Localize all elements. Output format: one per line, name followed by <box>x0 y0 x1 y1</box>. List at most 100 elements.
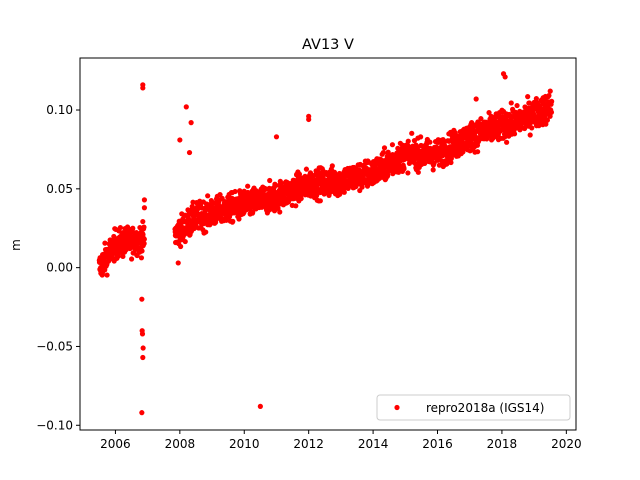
data-point <box>182 238 188 245</box>
data-point <box>140 218 146 225</box>
data-point <box>430 167 436 173</box>
y-tick-label: 0.00 <box>46 261 73 275</box>
data-point <box>514 102 520 109</box>
data-point <box>418 134 424 140</box>
y-tick-label: −0.10 <box>36 418 73 432</box>
data-point <box>544 117 551 123</box>
data-point-outlier <box>141 197 148 203</box>
data-point <box>296 171 303 177</box>
data-point <box>267 177 273 184</box>
y-tick-label: −0.05 <box>36 339 73 353</box>
axes: 2006 2008 2010 2012 2014 2016 2018 2020 −0.10 −0.… <box>36 57 582 451</box>
data-point <box>427 139 433 145</box>
data-point <box>293 203 299 209</box>
legend-box <box>376 394 571 421</box>
data-point-outlier <box>451 132 457 138</box>
data-point <box>329 163 335 169</box>
data-point <box>117 224 123 231</box>
data-point <box>385 172 391 178</box>
data-point <box>141 224 147 230</box>
data-point <box>511 131 518 137</box>
data-point <box>250 209 256 215</box>
data-point <box>549 98 555 104</box>
data-point <box>502 134 508 140</box>
data-point-outlier <box>389 142 396 148</box>
data-point-outlier <box>139 410 145 416</box>
data-point <box>484 136 490 142</box>
data-point-outlier <box>140 354 146 361</box>
data-point <box>141 236 147 242</box>
data-point <box>341 189 347 195</box>
x-tick-label: 2012 <box>293 437 324 451</box>
data-point-outlier <box>140 85 146 91</box>
x-tick-label: 2008 <box>165 437 196 451</box>
data-point-outlier <box>139 331 146 337</box>
data-marks <box>96 71 555 416</box>
data-point <box>547 113 553 119</box>
data-point-outlier <box>139 296 145 302</box>
data-point <box>115 253 121 259</box>
data-point <box>508 100 514 106</box>
data-point <box>285 199 292 205</box>
data-point <box>527 132 533 138</box>
data-point <box>245 183 251 189</box>
data-point-outlier <box>273 134 280 140</box>
data-point-outlier <box>547 88 553 94</box>
data-point-outlier <box>473 96 479 102</box>
data-point <box>277 209 283 215</box>
data-point-outlier <box>175 260 181 266</box>
data-point <box>525 94 531 100</box>
data-point <box>529 125 535 131</box>
data-point <box>543 121 549 127</box>
x-tick-label: 2020 <box>551 437 582 451</box>
data-point <box>469 119 475 126</box>
data-point-outlier <box>140 345 146 351</box>
data-point <box>139 248 145 254</box>
data-point <box>415 169 421 175</box>
data-point <box>129 256 135 262</box>
chart-title: AV13 V <box>302 37 354 53</box>
data-point <box>396 169 402 175</box>
data-point-outlier <box>183 104 189 110</box>
data-point <box>381 145 388 151</box>
data-point-outlier <box>186 149 193 156</box>
x-tick-label: 2016 <box>422 437 453 451</box>
data-point <box>405 170 411 176</box>
data-point <box>230 218 236 224</box>
data-point <box>317 198 323 204</box>
data-point-outlier <box>502 74 508 80</box>
data-point <box>488 113 494 119</box>
data-point <box>380 149 386 156</box>
data-point-outlier <box>306 116 312 123</box>
data-point <box>203 229 209 235</box>
data-point <box>120 253 126 260</box>
x-tick-label: 2006 <box>100 437 131 451</box>
data-point <box>232 188 238 195</box>
y-tick-label: 0.05 <box>46 182 73 196</box>
data-point <box>478 116 484 122</box>
data-point-outlier <box>141 205 148 211</box>
data-point <box>422 160 428 167</box>
data-point-outlier <box>257 403 263 409</box>
y-axis-label: m <box>9 239 23 251</box>
legend-marker <box>394 404 400 411</box>
data-point <box>298 195 304 202</box>
data-point <box>533 96 539 102</box>
x-tick-label: 2010 <box>229 437 260 451</box>
legend-label: repro2018a (IGS14) <box>426 401 544 415</box>
data-point <box>236 216 242 222</box>
data-point <box>141 240 147 247</box>
plot-frame <box>79 57 577 431</box>
data-point <box>303 166 310 172</box>
data-point <box>104 272 110 278</box>
data-point <box>475 149 481 155</box>
data-point <box>130 225 136 231</box>
data-point <box>138 255 145 261</box>
data-point <box>205 193 211 199</box>
data-point <box>546 92 552 99</box>
data-point <box>448 159 454 166</box>
data-point-outlier <box>177 137 183 143</box>
data-point <box>548 109 555 115</box>
data-point-outlier <box>188 120 194 126</box>
